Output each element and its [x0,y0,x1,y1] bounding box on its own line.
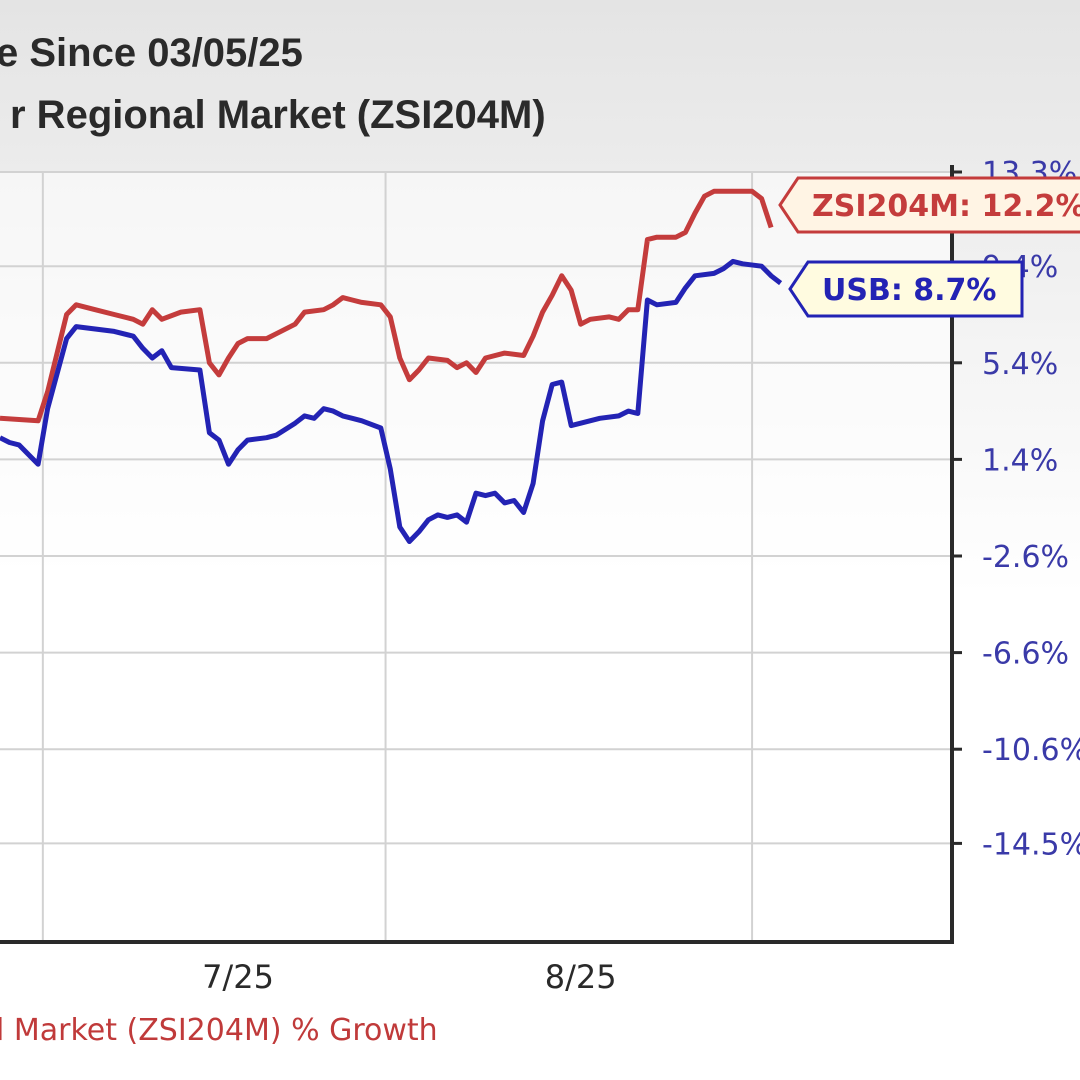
x-tick-label: 8/25 [545,958,617,996]
callout-label-usb: USB: 8.7% [822,273,996,308]
callout-layer: ZSI204M: 12.2% USB: 8.7% [778,176,1080,318]
x-tick-label: 7/25 [202,958,274,996]
chart-subtitle: r Regional Market (ZSI204M) [10,93,546,137]
series-layer [0,188,783,544]
callout-label-zsi204m: ZSI204M: 12.2% [812,189,1080,224]
callout-box-usb [788,260,1024,318]
y-tick-label: 1.4% [982,443,1058,478]
y-tick-label: -6.6% [982,637,1069,672]
grid-layer [0,171,952,940]
legend-entry: l Market (ZSI204M) % Growth [0,1013,438,1048]
series-line-usb [0,258,783,544]
y-tick-label: -2.6% [982,540,1069,575]
y-tick-label: -10.6% [982,733,1080,768]
x-tick-labels: 7/25 8/25 [202,958,617,996]
chart-title: e Since 03/05/25 [0,31,303,75]
series-line-zsi204m [0,188,774,424]
callout-box-zsi204m [778,176,1080,234]
y-tick-label: -14.5% [982,827,1080,862]
y-tick-label: 5.4% [982,347,1058,382]
